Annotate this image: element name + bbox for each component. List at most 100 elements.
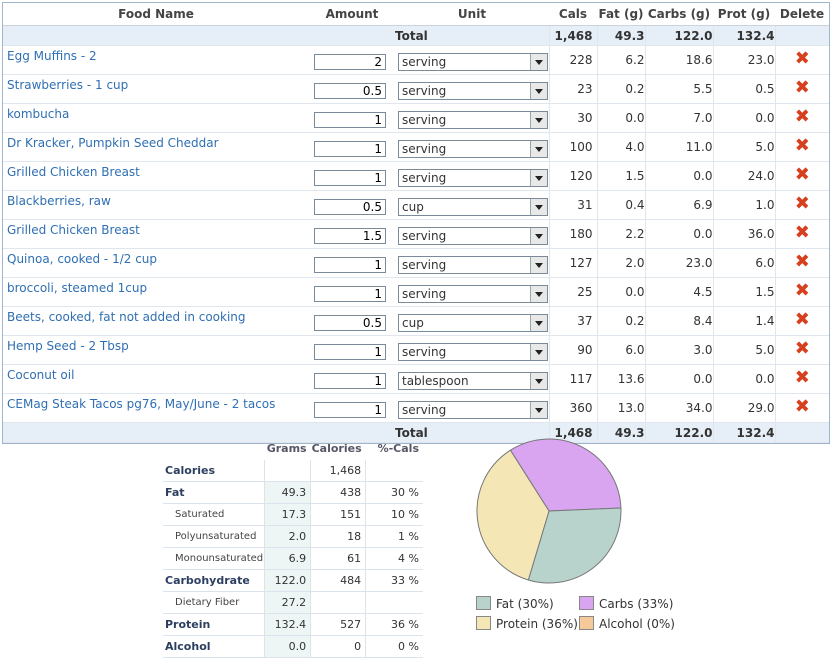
food-name-link[interactable]: Egg Muffins - 2 <box>7 49 97 63</box>
amount-input[interactable] <box>314 286 386 302</box>
chevron-down-icon[interactable] <box>530 315 547 331</box>
food-name-link[interactable]: Hemp Seed - 2 Tbsp <box>7 339 129 353</box>
unit-select[interactable]: serving <box>398 227 548 245</box>
chevron-down-icon[interactable] <box>530 83 547 99</box>
delete-x-icon[interactable]: ✖ <box>794 366 810 388</box>
nutrient-grams: 0.0 <box>264 635 311 658</box>
delete-x-icon[interactable]: ✖ <box>794 279 810 301</box>
chevron-down-icon[interactable] <box>530 141 547 157</box>
nutrient-label: Protein <box>163 613 265 636</box>
unit-select-value: tablespoon <box>402 374 469 388</box>
nutrient-label: Dietary Fiber <box>163 591 265 614</box>
total-prot: 132.4 <box>712 25 775 46</box>
food-carbs: 8.4 <box>644 306 713 336</box>
delete-x-icon[interactable]: ✖ <box>794 47 810 69</box>
unit-select-value: serving <box>402 258 447 272</box>
delete-x-icon[interactable]: ✖ <box>794 395 810 417</box>
amount-input[interactable] <box>314 373 386 389</box>
header-carbs: Carbs (g) <box>645 3 713 26</box>
amount-input[interactable] <box>314 228 386 244</box>
nutrient-grams: 122.0 <box>264 569 311 592</box>
unit-select[interactable]: serving <box>398 401 548 419</box>
amount-input[interactable] <box>314 344 386 360</box>
food-name-link[interactable]: kombucha <box>7 107 70 121</box>
unit-select[interactable]: tablespoon <box>398 372 548 390</box>
delete-x-icon[interactable]: ✖ <box>794 308 810 330</box>
unit-select[interactable]: cup <box>398 314 548 332</box>
unit-select[interactable]: cup <box>398 198 548 216</box>
unit-select[interactable]: serving <box>398 111 548 129</box>
header-food-name: Food Name <box>3 3 309 26</box>
nutrient-row: Polyunsaturated 2.0 18 1 % <box>163 525 423 548</box>
food-fat: 6.2 <box>596 45 645 75</box>
chevron-down-icon[interactable] <box>530 112 547 128</box>
food-name-link[interactable]: Grilled Chicken Breast <box>7 223 140 237</box>
amount-input[interactable] <box>314 54 386 70</box>
unit-select-value: serving <box>402 171 447 185</box>
chevron-down-icon[interactable] <box>530 402 547 418</box>
delete-x-icon[interactable]: ✖ <box>794 337 810 359</box>
nutrient-summary-table: Grams Calories %-Cals Calories 1,468 Fat… <box>163 436 423 658</box>
amount-input[interactable] <box>314 402 386 418</box>
unit-select-value: serving <box>402 142 447 156</box>
nutrient-label: Saturated <box>163 503 265 526</box>
unit-select[interactable]: serving <box>398 256 548 274</box>
food-name-link[interactable]: broccoli, steamed 1cup <box>7 281 148 295</box>
unit-select[interactable]: serving <box>398 285 548 303</box>
delete-x-icon[interactable]: ✖ <box>794 250 810 272</box>
unit-select[interactable]: serving <box>398 82 548 100</box>
food-cals: 37 <box>548 306 597 336</box>
food-row: Grilled Chicken Breast serving 120 1.5 0… <box>3 161 829 191</box>
food-row: Hemp Seed - 2 Tbsp serving 90 6.0 3.0 5.… <box>3 335 829 365</box>
amount-input[interactable] <box>314 315 386 331</box>
chevron-down-icon[interactable] <box>530 286 547 302</box>
chevron-down-icon[interactable] <box>530 344 547 360</box>
food-carbs: 11.0 <box>644 132 713 162</box>
unit-select[interactable]: serving <box>398 53 548 71</box>
amount-input[interactable] <box>314 170 386 186</box>
food-row: Egg Muffins - 2 serving 228 6.2 18.6 23.… <box>3 45 829 75</box>
food-name-link[interactable]: Quinoa, cooked - 1/2 cup <box>7 252 158 266</box>
food-cals: 360 <box>548 393 597 423</box>
amount-input[interactable] <box>314 141 386 157</box>
food-cals: 117 <box>548 364 597 394</box>
unit-select[interactable]: serving <box>398 343 548 361</box>
nutrient-pct: 0 % <box>365 635 423 658</box>
food-name-link[interactable]: Dr Kracker, Pumpkin Seed Cheddar <box>7 136 219 150</box>
legend-item-protein: Protein (36%) <box>476 616 578 631</box>
unit-select[interactable]: serving <box>398 140 548 158</box>
food-name-link[interactable]: Beets, cooked, fat not added in cooking <box>7 310 246 324</box>
food-prot: 24.0 <box>712 161 775 191</box>
nutrient-grams <box>264 460 311 482</box>
nutrient-grams: 49.3 <box>264 481 311 504</box>
delete-x-icon[interactable]: ✖ <box>794 163 810 185</box>
amount-input[interactable] <box>314 112 386 128</box>
delete-x-icon[interactable]: ✖ <box>794 76 810 98</box>
amount-input[interactable] <box>314 199 386 215</box>
amount-input[interactable] <box>314 257 386 273</box>
food-name-link[interactable]: Coconut oil <box>7 368 75 382</box>
unit-select-value: serving <box>402 84 447 98</box>
delete-x-icon[interactable]: ✖ <box>794 134 810 156</box>
chevron-down-icon[interactable] <box>530 257 547 273</box>
chevron-down-icon[interactable] <box>530 170 547 186</box>
food-name-link[interactable]: CEMag Steak Tacos pg76, May/June - 2 tac… <box>7 397 276 411</box>
header-calories: Calories <box>311 441 362 455</box>
chevron-down-icon[interactable] <box>530 373 547 389</box>
food-name-link[interactable]: Strawberries - 1 cup <box>7 78 129 92</box>
food-name-link[interactable]: Blackberries, raw <box>7 194 111 208</box>
nutrient-pct: 33 % <box>365 569 423 592</box>
delete-x-icon[interactable]: ✖ <box>794 221 810 243</box>
delete-x-icon[interactable]: ✖ <box>794 105 810 127</box>
chevron-down-icon[interactable] <box>530 54 547 70</box>
nutrient-calories: 527 <box>310 613 366 636</box>
food-name-link[interactable]: Grilled Chicken Breast <box>7 165 140 179</box>
food-cals: 30 <box>548 103 597 133</box>
chevron-down-icon[interactable] <box>530 228 547 244</box>
chevron-down-icon[interactable] <box>530 199 547 215</box>
amount-input[interactable] <box>314 83 386 99</box>
unit-select[interactable]: serving <box>398 169 548 187</box>
delete-x-icon[interactable]: ✖ <box>794 192 810 214</box>
food-log-panel: Food Name Amount Unit Cals Fat (g) Carbs… <box>2 2 830 444</box>
nutrient-calories: 61 <box>310 547 366 570</box>
